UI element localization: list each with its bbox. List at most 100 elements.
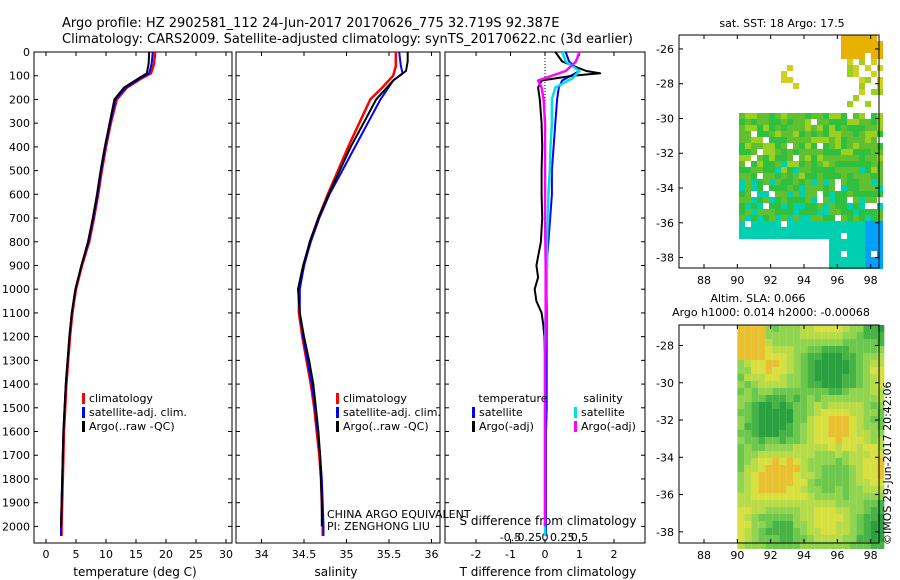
- sla-cell: [751, 451, 759, 458]
- sla-cell: [877, 430, 885, 437]
- sst-cell: [751, 149, 757, 155]
- temperature-xtick-label: 5: [73, 548, 80, 561]
- sla-cell: [786, 472, 794, 479]
- sla-cell: [807, 458, 815, 465]
- sst-cell: [781, 131, 787, 137]
- sst-cell: [769, 137, 775, 143]
- sla-cell: [800, 360, 808, 367]
- sst-cell: [841, 257, 847, 263]
- sla-cell: [737, 479, 745, 486]
- sst-cell: [847, 215, 853, 221]
- salinity-legend-label: climatology: [343, 392, 407, 405]
- sla-cell: [842, 458, 850, 465]
- sla-cell: [821, 458, 829, 465]
- sst-cell: [859, 233, 865, 239]
- sst-cell: [847, 155, 853, 161]
- sla-cell: [772, 339, 780, 346]
- sla-cell: [807, 409, 815, 416]
- sla-cell: [821, 500, 829, 507]
- difference-xtick-label: 0: [542, 548, 549, 561]
- sla-cell: [758, 388, 766, 395]
- sst-cell: [751, 119, 757, 125]
- sla-cell: [737, 507, 745, 514]
- sst-cell: [835, 233, 841, 239]
- sla-cell: [814, 535, 822, 542]
- sla-cell: [758, 416, 766, 423]
- sla-cell: [737, 465, 745, 472]
- sst-cell: [781, 203, 787, 209]
- sst-cell: [817, 131, 823, 137]
- sla-cell: [758, 465, 766, 472]
- sst-cell: [805, 233, 811, 239]
- sla-cell: [758, 346, 766, 353]
- sla-cell: [877, 458, 885, 465]
- sla-cell: [807, 514, 815, 521]
- sst-cell: [787, 203, 793, 209]
- sla-cell: [751, 388, 759, 395]
- sla-cell: [828, 507, 836, 514]
- sla-cell: [877, 332, 885, 339]
- sst-cell: [793, 185, 799, 191]
- sst-cell: [859, 251, 865, 257]
- china-argo-annotation: CHINA ARGO EQUIVALENT: [327, 508, 471, 521]
- temperature-xlabel: temperature (deg C): [73, 565, 196, 579]
- sla-cell: [849, 479, 857, 486]
- sla_map-ytick-label: -36: [656, 489, 674, 502]
- temperature-ytick-label: 600: [9, 188, 30, 201]
- sla-cell: [793, 437, 801, 444]
- sst-cell: [859, 47, 865, 53]
- sst-cell: [799, 143, 805, 149]
- sst-cell: [835, 131, 841, 137]
- sst-cell: [799, 137, 805, 143]
- sla-cell: [800, 514, 808, 521]
- sst-cell: [739, 137, 745, 143]
- sla-cell: [821, 444, 829, 451]
- sla-cell: [758, 500, 766, 507]
- sla-map-panel: Altim. SLA: 0.066 Argo h1000: 0.014 h200…: [656, 292, 885, 562]
- sst_map-ytick-label: -34: [656, 182, 674, 195]
- sst-cell: [799, 113, 805, 119]
- sst-cell: [739, 143, 745, 149]
- sla-cell: [821, 388, 829, 395]
- sst-cell: [769, 173, 775, 179]
- sst-cell: [745, 125, 751, 131]
- sla-cell: [870, 514, 878, 521]
- sla-cell: [856, 381, 864, 388]
- sst-cell: [799, 173, 805, 179]
- sst-cell: [781, 197, 787, 203]
- sst-cell: [793, 209, 799, 215]
- sst-cell: [769, 179, 775, 185]
- sst-cell: [853, 35, 859, 41]
- sst-cell: [757, 155, 763, 161]
- sla-cell: [870, 332, 878, 339]
- sla-cell: [807, 416, 815, 423]
- sla-cell: [751, 472, 759, 479]
- sst-cell: [823, 161, 829, 167]
- sla-cell: [737, 353, 745, 360]
- sla-cell: [877, 339, 885, 346]
- sst-cell: [763, 167, 769, 173]
- sla-cell: [863, 402, 871, 409]
- sla-cell: [870, 423, 878, 430]
- sla-cell: [786, 486, 794, 493]
- sla-cell: [807, 486, 815, 493]
- sla_map-ytick-label: -28: [656, 339, 674, 352]
- sla-cell: [870, 381, 878, 388]
- sst-cell: [835, 113, 841, 119]
- sla-cell: [779, 444, 787, 451]
- sla-cell: [751, 332, 759, 339]
- sst-cell: [745, 233, 751, 239]
- sla-cell: [835, 486, 843, 493]
- sst-cell: [787, 161, 793, 167]
- sst-cell: [775, 227, 781, 233]
- sla-cell: [793, 353, 801, 360]
- salinity-axes-frame: [235, 51, 441, 544]
- sla-cell: [807, 367, 815, 374]
- sla-cell: [737, 360, 745, 367]
- sst-cell: [793, 143, 799, 149]
- sst-cell: [823, 131, 829, 137]
- sla-cell: [842, 444, 850, 451]
- sst-cell: [817, 173, 823, 179]
- sla-cell: [821, 402, 829, 409]
- sst-cell: [865, 185, 871, 191]
